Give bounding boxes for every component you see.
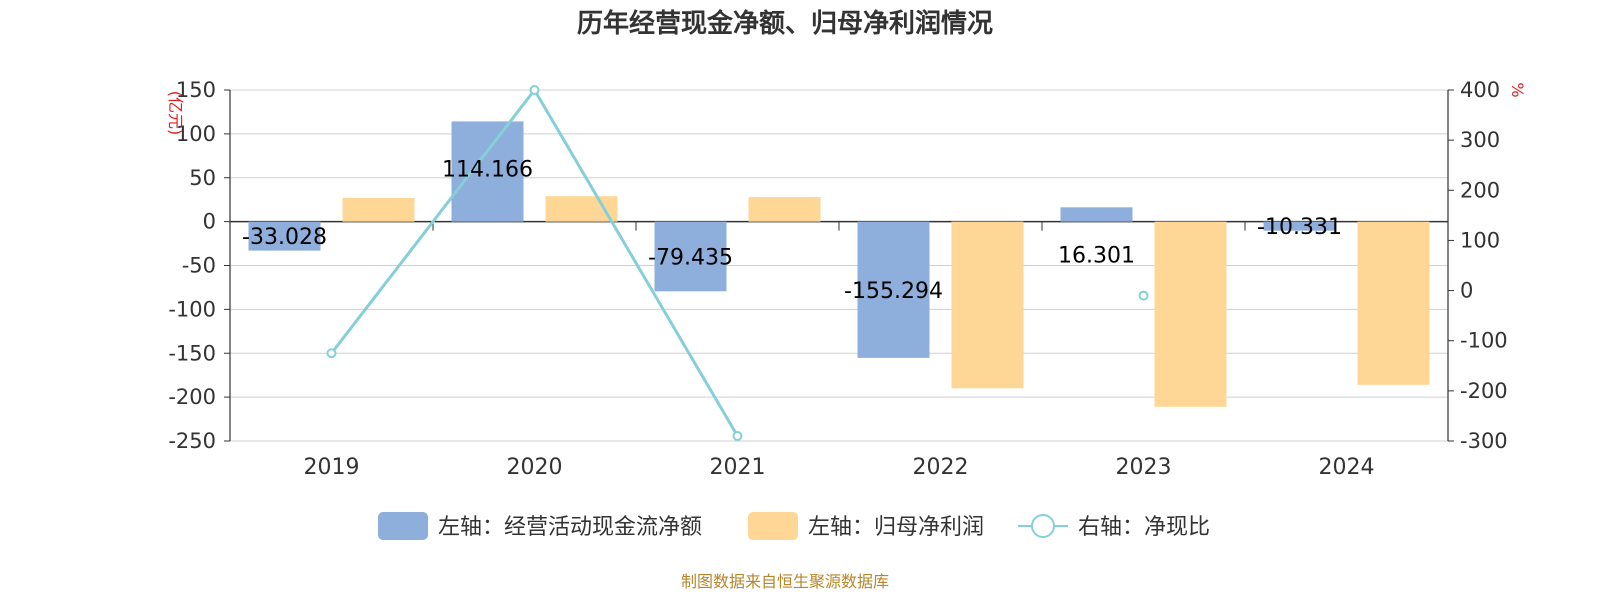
legend-swatch-cashflow	[378, 512, 428, 540]
chart-title: 历年经营现金净额、归母净利润情况	[577, 8, 993, 39]
ratio-point-2021	[732, 430, 743, 441]
cashflow-bar-2024	[1263, 221, 1336, 231]
legend-label-ratio: 右轴：净现比	[1078, 515, 1210, 540]
cashflow-bar-2023	[1060, 207, 1133, 222]
right-axis-unit: %	[1508, 82, 1527, 97]
ratio-point-2019	[326, 348, 337, 359]
left-axis-tick-label: -150	[168, 341, 216, 365]
left-axis-tick-label: -250	[168, 429, 216, 453]
x-axis-tick-label: 2019	[304, 455, 360, 480]
right-axis-tick-label: -300	[1460, 429, 1508, 453]
legend: 左轴：经营活动现金流净额 左轴：归母净利润 右轴：净现比	[378, 512, 1210, 540]
left-axis-tick-label: 50	[189, 166, 216, 190]
source-note: 制图数据来自恒生聚源数据库	[681, 572, 889, 591]
cashflow-data-label-2021: -79.435	[648, 245, 733, 270]
netprofit-bar-2023	[1154, 221, 1227, 407]
cashflow-data-label-2022: -155.294	[844, 279, 943, 304]
legend-swatch-netprofit	[748, 512, 798, 540]
right-axis-tick-label: 0	[1460, 279, 1473, 303]
axes: 150 100 50 0 -50 -100 -150 -200 -250 400 300 200 100…	[168, 78, 1507, 480]
x-axis-tick-label: 2021	[710, 455, 766, 480]
legend-swatch-ratio-marker	[1031, 514, 1055, 538]
x-axis-tick-label: 2020	[507, 455, 563, 480]
right-axis-tick-label: 100	[1460, 228, 1500, 252]
grid	[230, 89, 1448, 442]
netprofit-bar-2021	[748, 197, 821, 222]
left-axis-tick-label: -100	[168, 297, 216, 321]
ratio-line	[326, 85, 1149, 441]
cashflow-bar-2020	[451, 121, 524, 222]
left-axis-tick-label: -50	[182, 254, 216, 278]
legend-label-cashflow: 左轴：经营活动现金流净额	[438, 515, 702, 540]
x-axis-tick-label: 2022	[913, 455, 969, 480]
right-axis-tick-label: -200	[1460, 379, 1508, 403]
netprofit-bar-2024	[1357, 221, 1430, 385]
right-axis-tick-label: 300	[1460, 128, 1500, 152]
x-axis-tick-label: 2023	[1116, 455, 1172, 480]
cashflow-bar-2021	[654, 221, 727, 292]
right-axis-tick-label: 200	[1460, 178, 1500, 202]
cashflow-bar-2019	[248, 221, 321, 251]
cashflow-data-label-2024: -10.331	[1257, 215, 1342, 240]
cashflow-data-label-2020: 114.166	[442, 157, 533, 182]
netprofit-bar-2020	[545, 196, 618, 222]
right-axis-tick-label: -100	[1460, 329, 1508, 353]
x-axis-tick-label: 2024	[1319, 455, 1375, 480]
cashflow-data-label-2019: -33.028	[242, 225, 327, 250]
ratio-point-2023	[1138, 290, 1149, 301]
bars	[248, 121, 1430, 407]
left-axis-tick-label: 150	[176, 78, 216, 102]
data-labels: -33.028 114.166 -79.435 -155.294 16.301 -10.3…	[242, 157, 1342, 303]
cashflow-bar-2022	[857, 221, 930, 358]
right-axis-tick-label: 400	[1460, 78, 1500, 102]
netprofit-bar-2022	[951, 221, 1024, 389]
cashflow-data-label-2023: 16.301	[1058, 243, 1135, 268]
ratio-point-2020	[529, 85, 540, 95]
legend-label-netprofit: 左轴：归母净利润	[808, 515, 984, 540]
netprofit-bar-2019	[342, 197, 415, 222]
left-axis-tick-label: 0	[203, 210, 216, 234]
left-axis-unit: (亿元)	[166, 91, 185, 136]
left-axis-tick-label: 100	[176, 122, 216, 146]
left-axis-tick-label: -200	[168, 385, 216, 409]
